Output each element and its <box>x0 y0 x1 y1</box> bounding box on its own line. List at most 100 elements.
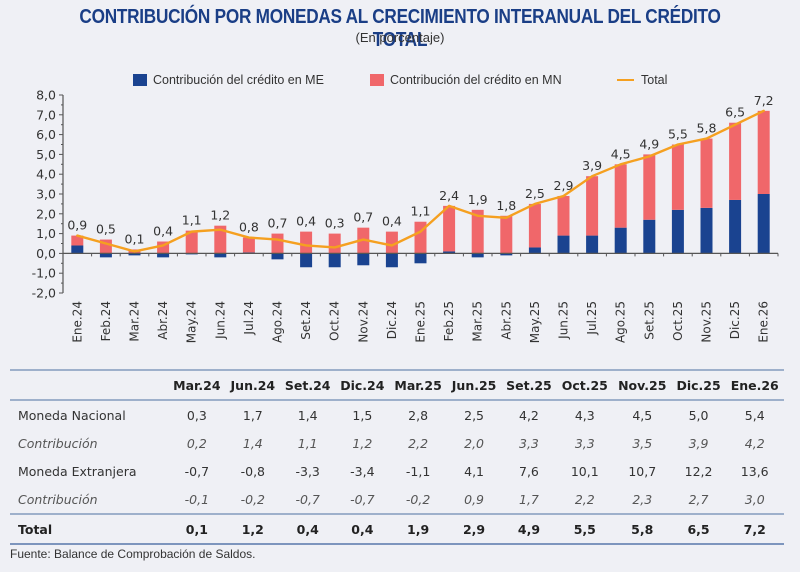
table-cell: 2,7 <box>688 491 709 507</box>
total-data-label: 0,1 <box>125 231 145 246</box>
total-data-label: 0,9 <box>67 218 87 233</box>
row-label: Contribución <box>18 491 98 507</box>
y-tick-label: 0,0 <box>36 246 56 261</box>
x-tick-label: Set.24 <box>299 301 313 340</box>
table-header-cell: Dic.24 <box>340 377 385 393</box>
table-cell: 4,2 <box>519 407 539 423</box>
table-cell: 2,2 <box>408 435 429 451</box>
total-data-label: 1,1 <box>182 213 202 228</box>
bar-me <box>471 253 484 258</box>
total-data-label: 5,5 <box>668 127 688 142</box>
total-data-label: 0,7 <box>353 210 373 225</box>
x-tick-label: Abr.25 <box>499 301 513 340</box>
table-row: Contribución -0,1 -0,2 -0,7 -0,7 -0,2 0,9 1,7 2,… <box>10 485 784 514</box>
total-data-label: 0,4 <box>382 214 402 229</box>
row-label: Moneda Nacional <box>18 407 126 423</box>
bar-mn <box>300 231 313 254</box>
legend-item-me: Contribución del crédito en ME <box>133 73 324 87</box>
table-cell: 1,1 <box>297 435 318 451</box>
bar-me <box>414 253 427 264</box>
y-tick-label: 3,0 <box>36 187 56 202</box>
table-row: Moneda Nacional 0,3 1,7 1,4 1,5 2,8 2,5 4,2 4,3 4… <box>10 400 784 429</box>
table-row: Moneda Extranjera -0,7 -0,8 -3,3 -3,4 -1,1 4,1… <box>10 457 784 485</box>
bar-me <box>271 253 284 260</box>
total-line-layer <box>76 109 765 253</box>
y-tick-label: 1,0 <box>36 226 56 241</box>
table-cell: 7,2 <box>743 521 766 537</box>
table-cell: 3,9 <box>688 435 709 451</box>
legend-label-mn: Contribución del crédito en MN <box>390 73 562 87</box>
table-cell: 0,2 <box>186 435 207 451</box>
total-data-label: 0,7 <box>268 216 288 231</box>
row-label: Total <box>18 521 53 537</box>
bar-mn <box>214 225 227 254</box>
row-label: Contribución <box>18 435 98 451</box>
table-cell: -3,4 <box>350 463 375 479</box>
table-cell: 1,5 <box>352 407 373 423</box>
total-data-label: 3,9 <box>582 158 602 173</box>
y-tick-label: 8,0 <box>36 88 56 103</box>
table-cell: 4,3 <box>574 407 595 423</box>
table-cell: 4,5 <box>632 407 653 423</box>
table-cell: 2,0 <box>464 435 485 451</box>
legend-swatch-me <box>133 74 147 86</box>
bar-me <box>500 253 513 256</box>
table-header-corner <box>10 370 168 400</box>
table-header-cell: Jun.24 <box>230 377 276 393</box>
table-cell: 5,8 <box>631 521 654 537</box>
table-cell: 1,4 <box>297 407 318 423</box>
bar-me <box>128 253 141 256</box>
x-tick-label: Jun.25 <box>557 301 571 340</box>
table-cell: 1,7 <box>519 491 539 507</box>
table-cell: 1,9 <box>407 521 430 537</box>
bar-mn <box>729 122 742 200</box>
bar-mn <box>614 164 627 228</box>
table-cell: 13,6 <box>740 463 769 479</box>
bar-me <box>214 253 227 258</box>
x-tick-label: Ene.26 <box>757 301 771 343</box>
table-cell: 0,4 <box>351 521 374 537</box>
bar-me <box>157 253 170 258</box>
table-body: Moneda Nacional 0,3 1,7 1,4 1,5 2,8 2,5 4,2 4,3 4… <box>10 400 784 544</box>
legend-line-total <box>617 79 634 81</box>
total-data-label: 2,5 <box>525 186 545 201</box>
x-tick-label: Oct.25 <box>671 301 685 341</box>
bar-mn <box>242 237 255 253</box>
bar-me <box>99 253 112 258</box>
table-cell: 4,2 <box>744 435 765 451</box>
x-tick-label: Abr.24 <box>156 301 170 340</box>
table-cell: 0,4 <box>296 521 319 537</box>
x-tick-label: Mar.25 <box>471 301 485 342</box>
x-tick-label: May.24 <box>185 301 199 343</box>
bar-me <box>671 209 684 254</box>
bar-me <box>614 227 627 254</box>
bar-mn <box>500 215 513 254</box>
bar-mn <box>471 209 484 254</box>
bar-me <box>729 199 742 254</box>
y-axis: 8,0 7,0 6,0 5,0 4,0 3,0 2,0 1,0 0,0 -1,0 -2,0 <box>32 88 64 301</box>
table-cell: -0,7 <box>184 463 210 479</box>
table-cell: 0,3 <box>186 407 207 423</box>
table-cell: -1,1 <box>405 463 431 479</box>
total-data-label: 0,3 <box>325 216 345 231</box>
summary-table: Mar.24 Jun.24 Set.24 Dic.24 Mar.25 Jun.2… <box>10 369 784 545</box>
x-tick-label: Oct.24 <box>328 301 342 341</box>
x-tick-label: Dic.25 <box>728 301 742 339</box>
total-data-label: 1,8 <box>496 198 516 213</box>
total-data-label: 1,2 <box>210 208 230 223</box>
bar-me <box>757 194 770 254</box>
table-cell: 2,8 <box>408 407 429 423</box>
bar-mn <box>271 233 284 254</box>
total-data-label: 4,5 <box>611 146 631 161</box>
table-header-cell: Mar.25 <box>394 377 442 393</box>
x-tick-label: Nov.25 <box>700 301 714 343</box>
total-line <box>76 109 765 253</box>
bar-me <box>643 219 656 254</box>
x-tick-label: Jul.24 <box>242 301 256 336</box>
bar-mn <box>643 154 656 220</box>
table-header-cell: Set.25 <box>506 377 552 393</box>
bar-mn <box>586 176 599 236</box>
table-cell: 4,9 <box>517 521 541 537</box>
table-cell: 1,4 <box>242 435 263 451</box>
table-cell: 2,3 <box>632 491 653 507</box>
